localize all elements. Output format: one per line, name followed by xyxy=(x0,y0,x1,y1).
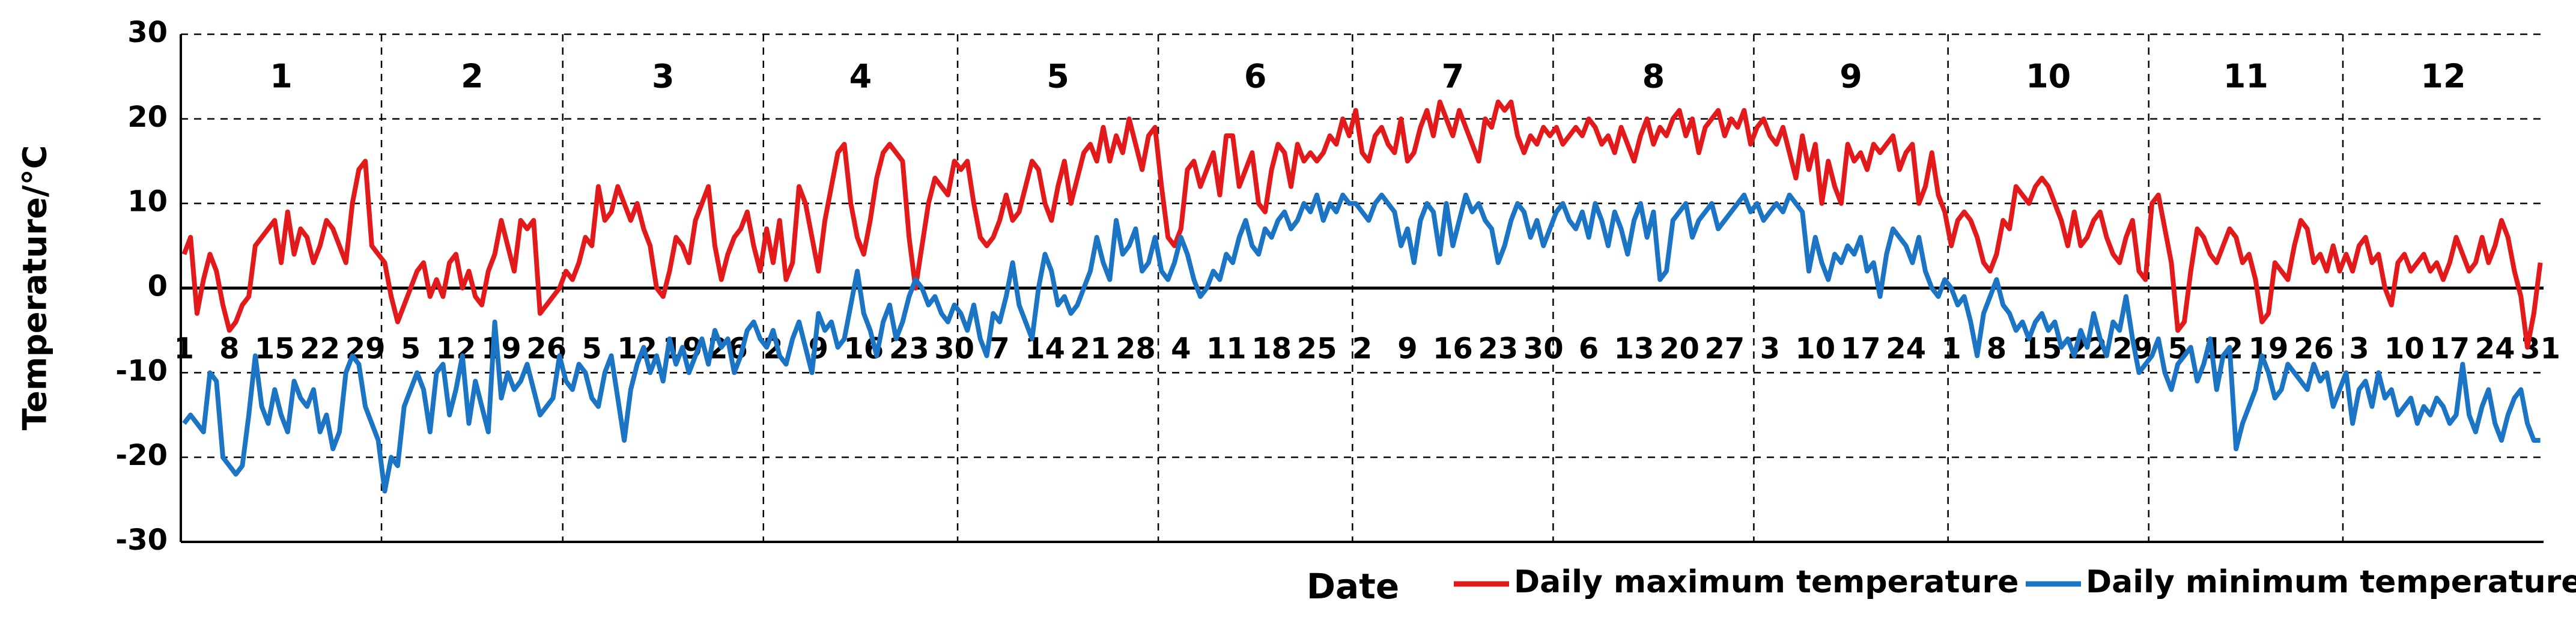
month-label: 11 xyxy=(2223,58,2268,96)
x-tick-label: 3 xyxy=(1760,332,1780,366)
x-tick-label: 27 xyxy=(1705,332,1745,366)
x-tick-label: 8 xyxy=(219,332,239,366)
data-line xyxy=(182,192,2541,494)
x-tick-label: 30 xyxy=(934,332,974,366)
x-tick-label: 6 xyxy=(1579,332,1599,366)
y-tick-label: 20 xyxy=(127,100,168,134)
x-tick-label: 22 xyxy=(300,332,340,366)
x-tick-label: 8 xyxy=(1987,332,2006,366)
x-axis-label: Date xyxy=(1307,566,1399,607)
x-tick-label: 16 xyxy=(1433,332,1473,366)
x-tick-label: 1 xyxy=(174,332,194,366)
month-label: 7 xyxy=(1442,58,1465,96)
y-axis-label: Temperature/°C xyxy=(16,145,54,431)
month-label: 1 xyxy=(270,58,293,96)
y-tick-label: -10 xyxy=(115,354,168,387)
x-tick-label: 23 xyxy=(1478,332,1518,366)
month-label: 6 xyxy=(1244,58,1267,96)
month-label: 2 xyxy=(461,58,484,96)
x-tick-label: 26 xyxy=(2294,332,2334,366)
data-line xyxy=(181,99,2543,350)
x-tick-label: 5 xyxy=(401,332,421,366)
x-tick-label: 19 xyxy=(481,332,521,366)
x-tick-label: 1 xyxy=(1941,332,1961,366)
x-tick-label: 18 xyxy=(1251,332,1292,366)
x-tick-label: 3 xyxy=(2349,332,2369,366)
month-label: 10 xyxy=(2026,58,2071,96)
x-tick-label: 5 xyxy=(582,332,602,366)
x-tick-label: 5 xyxy=(2167,332,2187,366)
legend-label: Daily maximum temperature xyxy=(1514,564,2019,600)
y-tick-label: -20 xyxy=(115,439,168,472)
y-tick-label: -30 xyxy=(115,523,168,557)
x-tick-label: 25 xyxy=(1297,332,1337,366)
x-tick-label: 12 xyxy=(436,332,476,366)
x-tick-label: 4 xyxy=(1171,332,1191,366)
month-label: 3 xyxy=(652,58,675,96)
x-tick-label: 30 xyxy=(1523,332,1564,366)
month-label: 5 xyxy=(1046,58,1069,96)
y-tick-label: 10 xyxy=(127,185,168,219)
x-tick-label: 13 xyxy=(1614,332,1654,366)
month-label: 9 xyxy=(1839,58,1862,96)
x-tick-label: 24 xyxy=(2475,332,2515,366)
month-label: 12 xyxy=(2420,58,2465,96)
x-tick-label: 10 xyxy=(2384,332,2425,366)
x-tick-label: 20 xyxy=(1659,332,1700,366)
x-tick-label: 10 xyxy=(1795,332,1835,366)
month-label: 8 xyxy=(1642,58,1665,96)
y-tick-label: 0 xyxy=(148,270,168,303)
y-tick-label: 30 xyxy=(127,16,168,49)
legend-label: Daily minimum temperature xyxy=(2086,564,2576,600)
x-tick-label: 17 xyxy=(1841,332,1881,366)
x-tick-label: 17 xyxy=(2429,332,2470,366)
x-tick-label: 15 xyxy=(255,332,295,366)
month-label: 4 xyxy=(849,58,872,96)
x-tick-label: 11 xyxy=(1206,332,1247,366)
x-tick-label: 19 xyxy=(2249,332,2289,366)
x-tick-label: 28 xyxy=(1116,332,1156,366)
x-tick-label: 7 xyxy=(989,332,1009,366)
x-tick-label: 9 xyxy=(1397,332,1417,366)
x-tick-label: 24 xyxy=(1886,332,1926,366)
x-tick-label: 21 xyxy=(1071,332,1111,366)
x-tick-label: 2 xyxy=(1352,332,1372,366)
